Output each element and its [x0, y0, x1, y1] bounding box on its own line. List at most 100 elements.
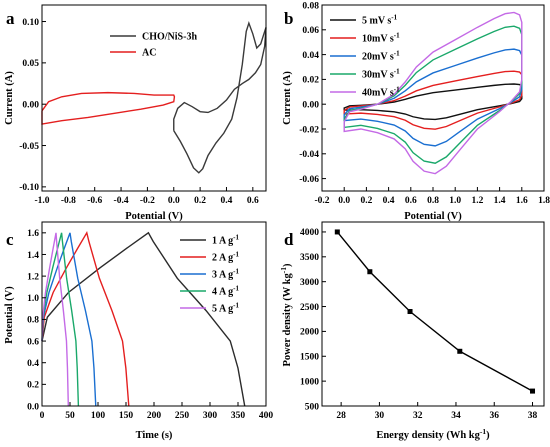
x-tick-label: 300 [203, 411, 218, 421]
panel-b-ticks: -0.2 0.0 0.2 0.4 0.6 0.8 1.0 1.2 1.4 1.6 1.8 -0.06 -… [299, 1, 550, 206]
data-point-marker [334, 229, 340, 235]
gcd-curve-4-a-g [41, 232, 80, 407]
y-tick-label: 0.10 [22, 18, 39, 28]
x-tick-label: 400 [259, 411, 274, 421]
legend-label: 2 A g-1 [212, 251, 239, 264]
data-point-marker [457, 348, 463, 354]
panel-b: b -0.2 0.0 0.2 0.4 0.6 0.8 1.0 1.2 1.4 1.6 1.8 -0.0… [282, 1, 550, 222]
panel-d-x-axis-title-main: Energy density (Wh kg [376, 430, 480, 441]
y-tick-label: 3000 [300, 278, 319, 288]
legend-label-superscript: -1 [394, 86, 400, 94]
gcd-curve-5-a-g [41, 232, 70, 407]
panel-d-marks [334, 229, 536, 394]
y-tick-label: 2500 [300, 303, 319, 313]
legend-label-main: 40mV s [362, 88, 394, 99]
y-tick-label: 0.04 [302, 51, 319, 61]
x-tick-label: -0.4 [114, 196, 129, 206]
panel-d-frame [321, 221, 545, 407]
y-tick-label: -0.05 [19, 142, 39, 152]
panel-c-legend: 1 A g-12 A g-13 A g-14 A g-15 A g-1 [180, 234, 239, 315]
y-tick-label: -0.06 [299, 175, 319, 185]
x-tick-label: 0.0 [168, 196, 180, 206]
data-point-marker [367, 269, 373, 275]
x-tick-label: 100 [91, 411, 106, 421]
legend-label: 40mV s-1 [362, 86, 400, 99]
y-tick-label: -0.10 [19, 183, 39, 193]
x-tick-label: -0.2 [140, 196, 155, 206]
panel-a-frame [41, 4, 267, 192]
legend-label-main: 3 A g [212, 270, 233, 281]
cv-loop-5mvs [343, 83, 523, 121]
series-line-cho-nis-3h [173, 21, 267, 174]
x-tick-label: 0.6 [247, 196, 259, 206]
panel-d-y-axis-title-superscript: -1 [279, 267, 288, 273]
y-tick-label: -0.04 [299, 150, 319, 160]
cv-loop-20mvs [343, 48, 523, 147]
panel-d-ticks: 28 30 32 34 36 38 500 1000 1500 2000 2500 3000 3500 4… [300, 228, 538, 421]
x-tick-label: 34 [451, 411, 461, 421]
legend-label-superscript: -1 [391, 14, 397, 22]
panel-d-y-axis-title-suffix: ) [282, 263, 293, 267]
x-tick-label: 36 [489, 411, 499, 421]
legend-label: AC [142, 48, 156, 59]
panel-a-legend: CHO/NiS-3h AC [110, 32, 197, 59]
panel-d: d 28 30 32 34 36 38 500 1000 1500 2000 2500 3000 350… [279, 221, 545, 441]
power-energy-line [336, 231, 533, 392]
panel-a-marks [41, 21, 267, 174]
x-tick-label: 1.2 [471, 196, 483, 206]
x-tick-label: 0 [40, 411, 45, 421]
legend-label-main: 2 A g [212, 253, 233, 264]
y-tick-label: 0.06 [302, 26, 319, 36]
x-tick-label: 32 [413, 411, 423, 421]
x-tick-label: -1.0 [34, 196, 49, 206]
data-point-marker [407, 309, 413, 315]
y-tick-label: 0.8 [27, 316, 39, 326]
y-tick-label: 1000 [300, 377, 319, 387]
panel-c: c 0 50 100 150 200 250 300 350 400 0.0 0.2 0.4 0.6 0.… [4, 221, 274, 441]
x-tick-label: 150 [119, 411, 134, 421]
gcd-curve-2-a-g [41, 230, 130, 407]
legend-label: CHO/NiS-3h [142, 32, 197, 43]
x-tick-label: 0.0 [338, 196, 350, 206]
panel-b-x-axis-title: Potential (V) [404, 211, 462, 222]
y-tick-label: 1.0 [27, 294, 39, 304]
panel-a-y-axis-title: Current (A) [4, 71, 15, 125]
x-tick-label: 1.8 [538, 196, 550, 206]
cv-loop-10mvs [343, 70, 523, 130]
panel-c-y-axis-title: Potential (V) [4, 286, 15, 344]
legend-label-superscript: -1 [233, 268, 239, 276]
x-tick-label: 1.4 [494, 196, 506, 206]
gcd-curve-3-a-g [41, 232, 97, 407]
y-tick-label: 0.0 [27, 402, 39, 412]
legend-label-main: 10mV s [362, 34, 394, 45]
legend-label: 5 A g-1 [212, 302, 239, 315]
y-tick-label: 1.4 [27, 251, 39, 261]
legend-label-main: 20mV s [362, 52, 394, 63]
panel-d-x-axis-title-superscript: -1 [480, 427, 486, 436]
panel-a: a -1.0 -0.8 -0.6 -0.4 -0.2 0.0 0.2 0.4 0.6-0.10-… [4, 4, 267, 222]
panel-b-y-axis-title: Current (A) [282, 71, 293, 125]
legend-label-main: 5 mV s [362, 16, 391, 27]
x-tick-label: 0.2 [360, 196, 372, 206]
legend-label-superscript: -1 [233, 285, 239, 293]
legend-label-main: 5 A g [212, 304, 233, 315]
legend-label: 10mV s-1 [362, 32, 400, 45]
panel-a-ticks: -1.0 -0.8 -0.6 -0.4 -0.2 0.0 0.2 0.4 0.6 -0.10 -0.… [19, 18, 259, 206]
legend-label: 4 A g-1 [212, 285, 239, 298]
x-tick-label: 28 [336, 411, 346, 421]
y-tick-label: 0.6 [27, 337, 39, 347]
panel-d-x-axis-title: Energy density (Wh kg-1) [376, 427, 490, 441]
panel-d-y-axis-title-main: Power density (W kg [282, 273, 293, 367]
legend-label: 1 A g-1 [212, 234, 239, 247]
panel-a-x-axis-title: Potential (V) [125, 211, 183, 222]
legend-label-superscript: -1 [394, 50, 400, 58]
y-tick-label: -0.02 [299, 125, 319, 135]
panel-c-marks [41, 230, 246, 407]
x-tick-label: 0.8 [427, 196, 439, 206]
x-tick-label: 0.4 [383, 196, 395, 206]
panel-d-x-axis-title-suffix: ) [486, 430, 490, 441]
x-tick-label: 38 [528, 411, 538, 421]
y-tick-label: 0.2 [27, 381, 39, 391]
x-tick-label: 0.4 [221, 196, 233, 206]
